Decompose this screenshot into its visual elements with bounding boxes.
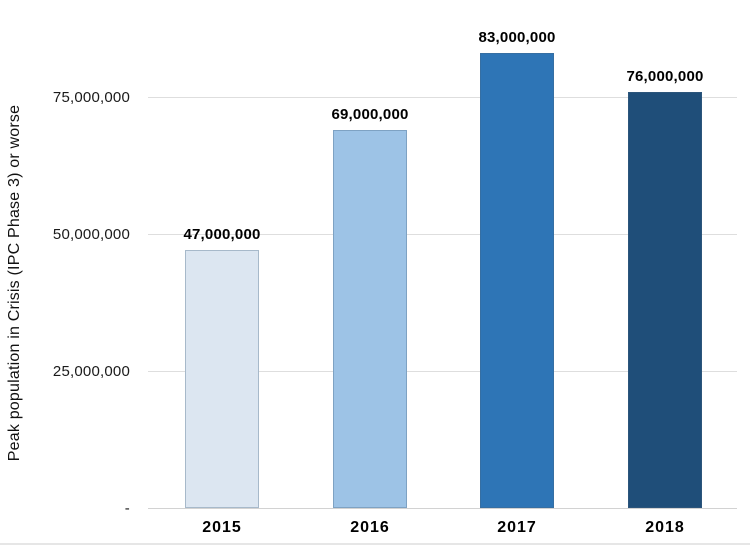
bar-2018 [628,92,702,508]
bar-value-label: 47,000,000 [183,226,261,243]
gridline [148,371,737,372]
y-tick-label: 75,000,000 [52,89,130,106]
bar-value-label: 76,000,000 [626,68,704,85]
gridline [148,97,737,98]
y-axis-title: Peak population in Crisis (IPC Phase 3) … [6,104,23,462]
bar-2017 [480,53,554,508]
bar-value-label: 83,000,000 [478,29,556,46]
x-tick-label: 2016 [350,519,390,536]
y-tick-label: 50,000,000 [52,226,130,243]
x-tick-label: 2015 [202,519,242,536]
bar-2016 [333,130,407,508]
x-tick-label: 2017 [497,519,537,536]
x-axis-line [148,508,737,509]
y-tick-label: 25,000,000 [52,363,130,380]
gridline [148,234,737,235]
bar-2015 [185,250,259,508]
bar-value-label: 69,000,000 [331,106,409,123]
x-tick-label: 2018 [645,519,685,536]
y-tick-label: - [124,500,130,517]
